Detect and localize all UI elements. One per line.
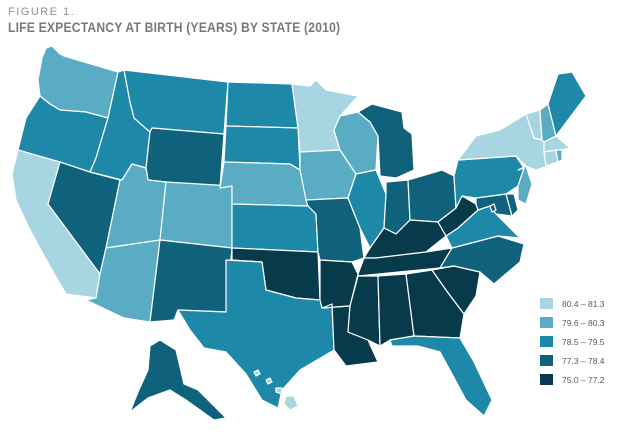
state-ne xyxy=(219,161,309,207)
state-mi xyxy=(357,103,415,179)
legend-swatch-c2 xyxy=(540,317,553,328)
state-dc xyxy=(489,203,497,213)
legend-item: 78.5 – 79.5 xyxy=(540,336,605,347)
state-de xyxy=(505,193,519,217)
legend-item: 79.6 – 80.3 xyxy=(540,317,605,328)
legend-swatch-c3 xyxy=(540,336,553,347)
legend-label: 79.6 – 80.3 xyxy=(562,317,605,328)
state-ks xyxy=(231,203,319,253)
state-nj xyxy=(517,165,533,205)
legend-label: 78.5 – 79.5 xyxy=(562,336,605,347)
legend-item: 75.0 – 77.2 xyxy=(540,374,605,385)
legend-swatch-c4 xyxy=(540,355,553,366)
figure-title: LIFE EXPECTANCY AT BIRTH (YEARS) BY STAT… xyxy=(8,20,341,35)
legend-item: 77.3 – 78.4 xyxy=(540,355,605,366)
legend-label: 75.0 – 77.2 xyxy=(562,374,605,385)
legend-swatch-c5 xyxy=(540,374,553,385)
state-nd xyxy=(225,81,299,129)
legend-label: 77.3 – 78.4 xyxy=(562,355,605,366)
state-tx xyxy=(177,259,335,409)
state-me xyxy=(547,71,587,137)
legend-label: 80.4 – 81.3 xyxy=(562,298,605,309)
state-wy xyxy=(145,127,225,189)
state-ak xyxy=(129,339,227,421)
state-nm xyxy=(149,239,233,323)
legend-swatch-c1 xyxy=(540,298,553,309)
legend-item: 80.4 – 81.3 xyxy=(540,298,605,309)
figure-label: FIGURE 1. xyxy=(8,6,76,18)
state-hi xyxy=(253,369,299,411)
state-fl xyxy=(389,335,493,417)
state-ma xyxy=(543,135,571,153)
state-co xyxy=(159,181,233,249)
state-tn xyxy=(357,247,453,277)
legend: 80.4 – 81.3 79.6 – 80.3 78.5 – 79.5 77.3… xyxy=(540,298,605,393)
state-ri xyxy=(555,149,563,163)
